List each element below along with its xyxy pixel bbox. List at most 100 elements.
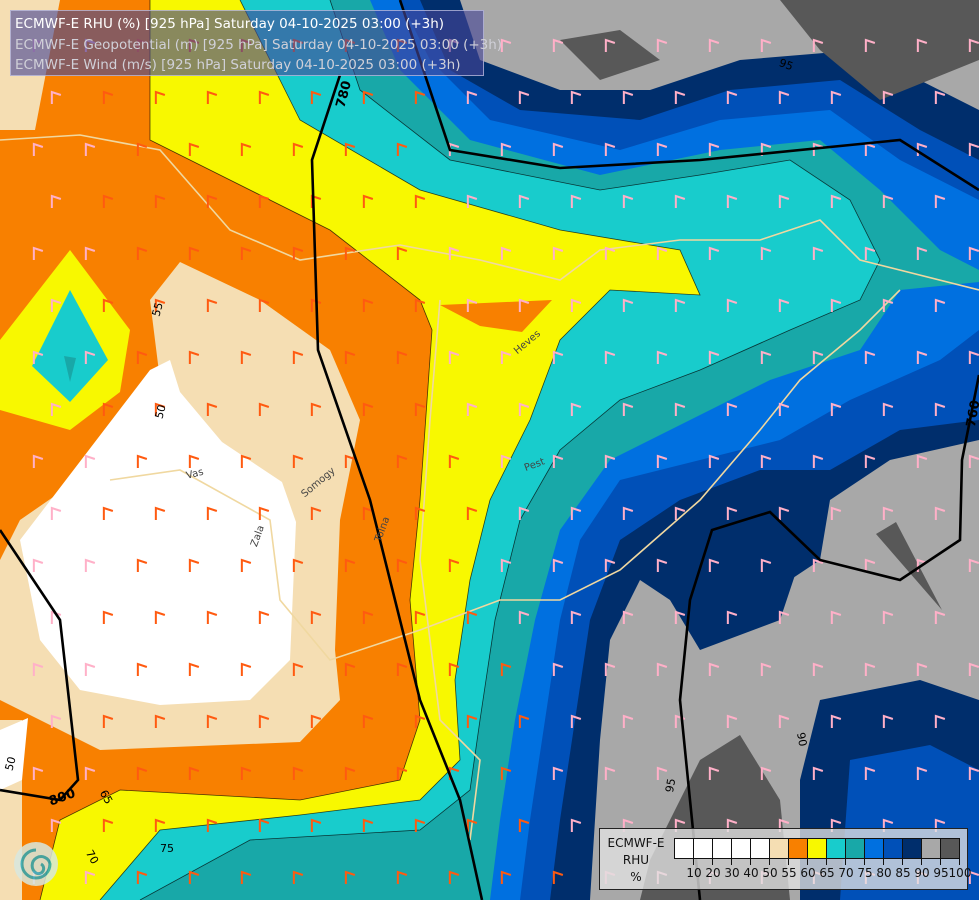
wind-barb	[812, 38, 824, 52]
wind-barb	[518, 298, 530, 312]
wind-barb	[968, 454, 979, 468]
wind-barb	[656, 246, 668, 260]
wind-barb	[552, 766, 564, 780]
wind-barb	[362, 298, 374, 312]
wind-barb	[292, 142, 304, 156]
wind-barb	[552, 558, 564, 572]
wind-barb	[84, 350, 96, 364]
wind-barb	[240, 454, 252, 468]
wind-barb	[760, 246, 772, 260]
wind-barb	[760, 38, 772, 52]
wind-barb	[760, 558, 772, 572]
layer-info-box: ECMWF-E RHU (%) [925 hPa] Saturday 04-10…	[10, 10, 502, 76]
wind-barb	[240, 662, 252, 676]
wind-barb	[656, 558, 668, 572]
wind-barb	[552, 246, 564, 260]
wind-barb	[500, 662, 512, 676]
wind-barb	[154, 90, 166, 104]
wind-barb	[292, 246, 304, 260]
wind-barb	[604, 662, 616, 676]
wind-barb	[258, 506, 270, 520]
wind-barb	[968, 870, 979, 884]
wind-barb	[84, 246, 96, 260]
wind-barb	[968, 766, 979, 780]
wind-barb	[362, 194, 374, 208]
wind-barb	[552, 350, 564, 364]
wind-barb	[778, 298, 790, 312]
wind-barb	[968, 142, 979, 156]
wind-barb	[154, 402, 166, 416]
legend-title-unit: %	[630, 870, 642, 884]
legend-tick	[845, 859, 846, 865]
wind-barb	[830, 90, 842, 104]
wind-barb	[882, 298, 894, 312]
wind-barb	[240, 558, 252, 572]
wind-barb	[604, 38, 616, 52]
wind-barb	[916, 766, 928, 780]
wind-barb	[310, 506, 322, 520]
wind-barb	[396, 662, 408, 676]
legend-tick-label: 60	[800, 866, 816, 880]
wind-barb	[344, 558, 356, 572]
wind-barb	[622, 90, 634, 104]
geopotential-label: 760	[964, 399, 979, 428]
wind-barb	[864, 766, 876, 780]
wind-barb	[414, 610, 426, 624]
legend-tick-label: 95	[933, 866, 949, 880]
wind-barb	[188, 246, 200, 260]
geopotential-780-line	[310, 74, 484, 900]
wind-barb	[570, 402, 582, 416]
wind-barb	[500, 870, 512, 884]
legend-swatch	[921, 838, 941, 859]
wind-barb	[396, 766, 408, 780]
wind-barb	[344, 870, 356, 884]
wind-barb	[50, 402, 62, 416]
wind-barb	[154, 506, 166, 520]
wind-barb	[240, 142, 252, 156]
wind-barb	[778, 506, 790, 520]
wind-barb	[968, 662, 979, 676]
wind-barb	[292, 870, 304, 884]
wind-barb	[206, 194, 218, 208]
rhu-label: 50	[3, 755, 19, 772]
contour-labels: 780 760 800 55 50 50 65 70 75 90 95 95	[3, 56, 979, 866]
wind-barb	[518, 194, 530, 208]
wind-barb	[622, 610, 634, 624]
legend-swatch	[712, 838, 732, 859]
wind-barb	[674, 298, 686, 312]
wind-barb	[934, 610, 946, 624]
wind-barb	[84, 454, 96, 468]
wind-barb	[136, 246, 148, 260]
wind-barb	[812, 454, 824, 468]
legend-tick-label: 80	[876, 866, 892, 880]
wind-barb	[674, 506, 686, 520]
wind-barb	[622, 714, 634, 728]
wind-barb	[188, 766, 200, 780]
wind-barb	[258, 194, 270, 208]
wind-barb	[604, 558, 616, 572]
wind-barb	[396, 142, 408, 156]
wind-barb	[344, 454, 356, 468]
wind-barb	[136, 454, 148, 468]
wind-barb	[258, 298, 270, 312]
wind-barb	[448, 662, 460, 676]
legend-tick	[769, 859, 770, 865]
wind-barb	[656, 454, 668, 468]
wind-barb	[240, 870, 252, 884]
wind-barb	[448, 350, 460, 364]
geopotential-line	[398, 0, 979, 192]
wind-barb	[518, 506, 530, 520]
wind-barb	[726, 194, 738, 208]
wind-barb	[188, 350, 200, 364]
wind-barb	[310, 90, 322, 104]
wind-barb	[188, 558, 200, 572]
wind-barb	[864, 662, 876, 676]
legend-tick	[959, 859, 960, 865]
wind-barb	[136, 558, 148, 572]
legend-swatch	[940, 838, 960, 859]
wind-barb	[292, 766, 304, 780]
wind-barb	[102, 818, 114, 832]
wind-barb	[154, 298, 166, 312]
wind-barb	[206, 610, 218, 624]
